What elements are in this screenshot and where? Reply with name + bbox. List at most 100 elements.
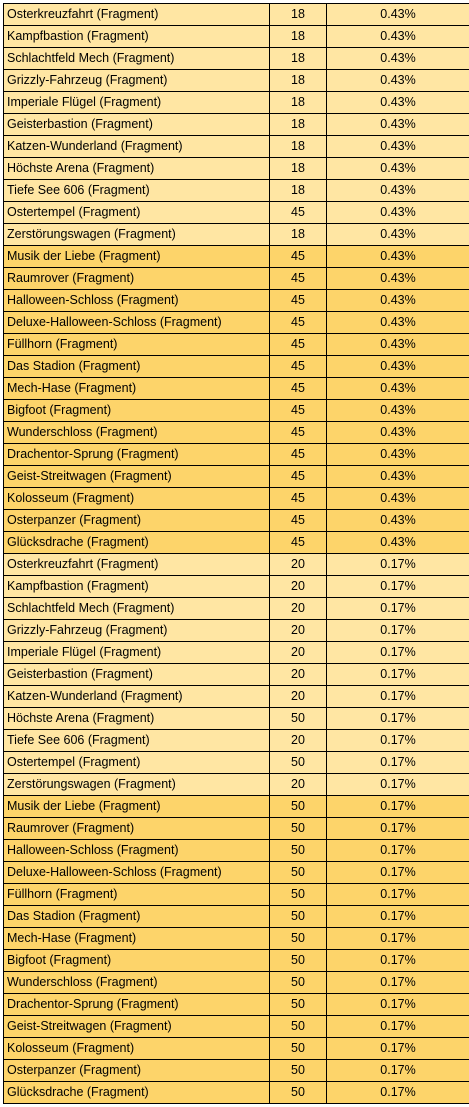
probability-cell: 0.43% <box>326 91 469 114</box>
table-row: Osterkreuzfahrt (Fragment) 20 0.17% <box>3 553 469 576</box>
probability-cell: 0.43% <box>326 377 469 400</box>
probability-cell: 0.43% <box>326 333 469 356</box>
probability-cell: 0.17% <box>326 663 469 686</box>
table-row: Geist-Streitwagen (Fragment) 45 0.43% <box>3 465 469 488</box>
probability-cell: 0.43% <box>326 135 469 158</box>
probability-cell: 0.43% <box>326 245 469 268</box>
item-name-cell: Musik der Liebe (Fragment) <box>3 795 270 818</box>
quantity-cell: 50 <box>269 927 327 950</box>
quantity-cell: 18 <box>269 69 327 92</box>
item-name-cell: Kolosseum (Fragment) <box>3 1037 270 1060</box>
item-name-cell: Mech-Hase (Fragment) <box>3 377 270 400</box>
quantity-cell: 18 <box>269 179 327 202</box>
table-row: Grizzly-Fahrzeug (Fragment) 20 0.17% <box>3 619 469 642</box>
item-name-cell: Grizzly-Fahrzeug (Fragment) <box>3 69 270 92</box>
quantity-cell: 20 <box>269 663 327 686</box>
quantity-cell: 50 <box>269 751 327 774</box>
quantity-cell: 50 <box>269 1015 327 1038</box>
table-row: Musik der Liebe (Fragment) 45 0.43% <box>3 245 469 268</box>
item-name-cell: Füllhorn (Fragment) <box>3 883 270 906</box>
table-row: Kolosseum (Fragment) 45 0.43% <box>3 487 469 510</box>
quantity-cell: 45 <box>269 267 327 290</box>
table-row: Raumrover (Fragment) 45 0.43% <box>3 267 469 290</box>
quantity-cell: 20 <box>269 641 327 664</box>
table-row: Geisterbastion (Fragment) 18 0.43% <box>3 113 469 136</box>
quantity-cell: 50 <box>269 905 327 928</box>
table-row: Osterkreuzfahrt (Fragment) 18 0.43% <box>3 3 469 26</box>
probability-cell: 0.43% <box>326 113 469 136</box>
table-row: Tiefe See 606 (Fragment) 20 0.17% <box>3 729 469 752</box>
probability-cell: 0.43% <box>326 443 469 466</box>
table-row: Ostertempel (Fragment) 45 0.43% <box>3 201 469 224</box>
probability-cell: 0.17% <box>326 1015 469 1038</box>
quantity-cell: 18 <box>269 47 327 70</box>
probability-cell: 0.43% <box>326 509 469 532</box>
probability-cell: 0.17% <box>326 619 469 642</box>
table-row: Schlachtfeld Mech (Fragment) 18 0.43% <box>3 47 469 70</box>
item-name-cell: Zerstörungswagen (Fragment) <box>3 773 270 796</box>
table-row: Das Stadion (Fragment) 45 0.43% <box>3 355 469 378</box>
table-row: Kampfbastion (Fragment) 18 0.43% <box>3 25 469 48</box>
quantity-cell: 45 <box>269 311 327 334</box>
probability-cell: 0.43% <box>326 399 469 422</box>
quantity-cell: 45 <box>269 333 327 356</box>
quantity-cell: 18 <box>269 3 327 26</box>
probability-cell: 0.17% <box>326 861 469 884</box>
table-row: Drachentor-Sprung (Fragment) 50 0.17% <box>3 993 469 1016</box>
item-name-cell: Das Stadion (Fragment) <box>3 905 270 928</box>
item-name-cell: Kampfbastion (Fragment) <box>3 575 270 598</box>
item-name-cell: Schlachtfeld Mech (Fragment) <box>3 47 270 70</box>
item-name-cell: Halloween-Schloss (Fragment) <box>3 289 270 312</box>
item-name-cell: Glücksdrache (Fragment) <box>3 531 270 554</box>
quantity-cell: 18 <box>269 113 327 136</box>
table-row: Deluxe-Halloween-Schloss (Fragment) 50 0.1… <box>3 861 469 884</box>
quantity-cell: 20 <box>269 553 327 576</box>
item-name-cell: Raumrover (Fragment) <box>3 267 270 290</box>
table-row: Mech-Hase (Fragment) 50 0.17% <box>3 927 469 950</box>
quantity-cell: 18 <box>269 91 327 114</box>
item-name-cell: Geisterbastion (Fragment) <box>3 663 270 686</box>
table-row: Kampfbastion (Fragment) 20 0.17% <box>3 575 469 598</box>
quantity-cell: 45 <box>269 355 327 378</box>
table-row: Mech-Hase (Fragment) 45 0.43% <box>3 377 469 400</box>
item-name-cell: Bigfoot (Fragment) <box>3 399 270 422</box>
quantity-cell: 50 <box>269 1059 327 1082</box>
item-name-cell: Tiefe See 606 (Fragment) <box>3 729 270 752</box>
table-row: Ostertempel (Fragment) 50 0.17% <box>3 751 469 774</box>
quantity-cell: 50 <box>269 795 327 818</box>
item-name-cell: Osterkreuzfahrt (Fragment) <box>3 3 270 26</box>
table-row: Wunderschloss (Fragment) 45 0.43% <box>3 421 469 444</box>
quantity-cell: 20 <box>269 773 327 796</box>
quantity-cell: 50 <box>269 949 327 972</box>
probability-cell: 0.17% <box>326 993 469 1016</box>
probability-cell: 0.17% <box>326 1037 469 1060</box>
item-name-cell: Deluxe-Halloween-Schloss (Fragment) <box>3 861 270 884</box>
probability-cell: 0.43% <box>326 179 469 202</box>
item-name-cell: Das Stadion (Fragment) <box>3 355 270 378</box>
item-name-cell: Geisterbastion (Fragment) <box>3 113 270 136</box>
quantity-cell: 45 <box>269 531 327 554</box>
table-row: Glücksdrache (Fragment) 50 0.17% <box>3 1081 469 1104</box>
table-row: Höchste Arena (Fragment) 50 0.17% <box>3 707 469 730</box>
table-row: Zerstörungswagen (Fragment) 18 0.43% <box>3 223 469 246</box>
item-name-cell: Imperiale Flügel (Fragment) <box>3 641 270 664</box>
quantity-cell: 45 <box>269 509 327 532</box>
table-row: Kolosseum (Fragment) 50 0.17% <box>3 1037 469 1060</box>
quantity-cell: 18 <box>269 135 327 158</box>
probability-cell: 0.43% <box>326 289 469 312</box>
item-name-cell: Grizzly-Fahrzeug (Fragment) <box>3 619 270 642</box>
quantity-cell: 45 <box>269 377 327 400</box>
table-row: Füllhorn (Fragment) 50 0.17% <box>3 883 469 906</box>
table-row: Bigfoot (Fragment) 50 0.17% <box>3 949 469 972</box>
table-row: Katzen-Wunderland (Fragment) 20 0.17% <box>3 685 469 708</box>
quantity-cell: 50 <box>269 707 327 730</box>
item-name-cell: Tiefe See 606 (Fragment) <box>3 179 270 202</box>
item-name-cell: Höchste Arena (Fragment) <box>3 707 270 730</box>
table-row: Zerstörungswagen (Fragment) 20 0.17% <box>3 773 469 796</box>
probability-cell: 0.43% <box>326 267 469 290</box>
quantity-cell: 50 <box>269 839 327 862</box>
probability-cell: 0.17% <box>326 883 469 906</box>
table-row: Geisterbastion (Fragment) 20 0.17% <box>3 663 469 686</box>
table-row: Glücksdrache (Fragment) 45 0.43% <box>3 531 469 554</box>
table-row: Katzen-Wunderland (Fragment) 18 0.43% <box>3 135 469 158</box>
